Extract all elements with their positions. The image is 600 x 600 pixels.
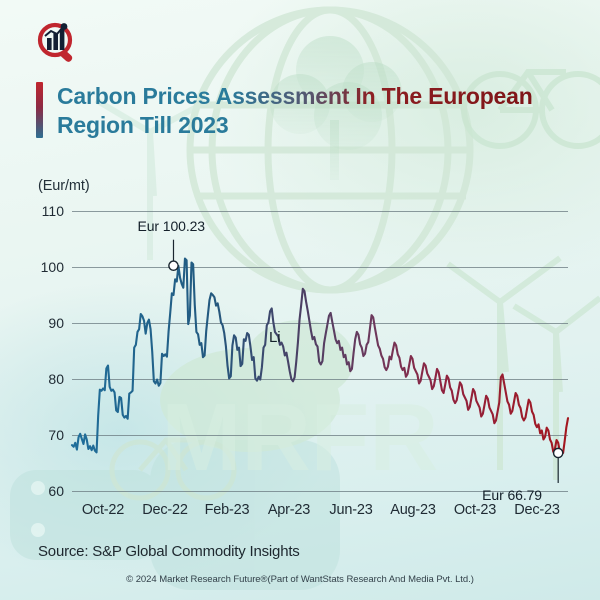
x-axis-tick: Dec-23 bbox=[514, 502, 560, 518]
x-axis-tick: Oct-22 bbox=[81, 502, 125, 518]
y-axis-tick: 70 bbox=[48, 427, 64, 443]
line-chart: 110 100 90 80 70 60 Li Eur 100.23 Eur 66.79 bbox=[0, 196, 600, 506]
x-axis-labels: Oct-22 Dec-22 Feb-23 Apr-23 Jun-23 Aug-23 Oct-… bbox=[0, 502, 600, 530]
gridline bbox=[72, 435, 568, 436]
y-axis-tick: 110 bbox=[41, 203, 64, 219]
gridline bbox=[72, 267, 568, 268]
chart-gridlines bbox=[72, 196, 568, 506]
x-axis-tick: Feb-23 bbox=[204, 502, 250, 518]
x-axis-tick: Aug-23 bbox=[390, 502, 436, 518]
annotation-point-marker bbox=[168, 260, 179, 272]
page-title-line1: Carbon Prices Assessment In The European bbox=[57, 82, 533, 111]
chart-plot-area bbox=[70, 239, 570, 483]
x-axis-tick: Dec-22 bbox=[142, 502, 188, 518]
y-axis-labels: 110 100 90 80 70 60 bbox=[20, 196, 64, 506]
y-axis-tick: 60 bbox=[48, 483, 64, 499]
annotation-low-label: Eur 66.79 bbox=[482, 486, 542, 503]
y-axis-unit-label: (Eur/mt) bbox=[38, 178, 90, 194]
x-axis-tick: Oct-23 bbox=[453, 502, 497, 518]
gridline bbox=[72, 323, 568, 324]
inline-series-label: Li bbox=[268, 329, 281, 346]
y-axis-tick: 80 bbox=[48, 371, 64, 387]
price-series-line bbox=[70, 257, 570, 455]
gridline bbox=[72, 491, 568, 492]
gridline bbox=[72, 211, 568, 212]
x-axis-tick: Jun-23 bbox=[329, 502, 373, 518]
market-research-future-logo bbox=[30, 22, 86, 64]
annotation-markers bbox=[168, 239, 564, 483]
x-axis-tick: Apr-23 bbox=[267, 502, 311, 518]
y-axis-tick: 100 bbox=[40, 259, 64, 275]
title-block: Carbon Prices Assessment In The European… bbox=[36, 82, 582, 141]
page-title-line2: Region Till 2023 bbox=[57, 112, 229, 139]
y-axis-tick: 90 bbox=[48, 315, 64, 331]
annotation-high-label: Eur 100.23 bbox=[137, 217, 205, 234]
source-note: Source: S&P Global Commodity Insights bbox=[38, 543, 300, 560]
title-accent-bar bbox=[36, 82, 43, 138]
annotation-point-marker bbox=[552, 447, 564, 459]
gridline bbox=[72, 379, 568, 380]
copyright-note: © 2024 Market Research Future®(Part of W… bbox=[126, 574, 474, 585]
